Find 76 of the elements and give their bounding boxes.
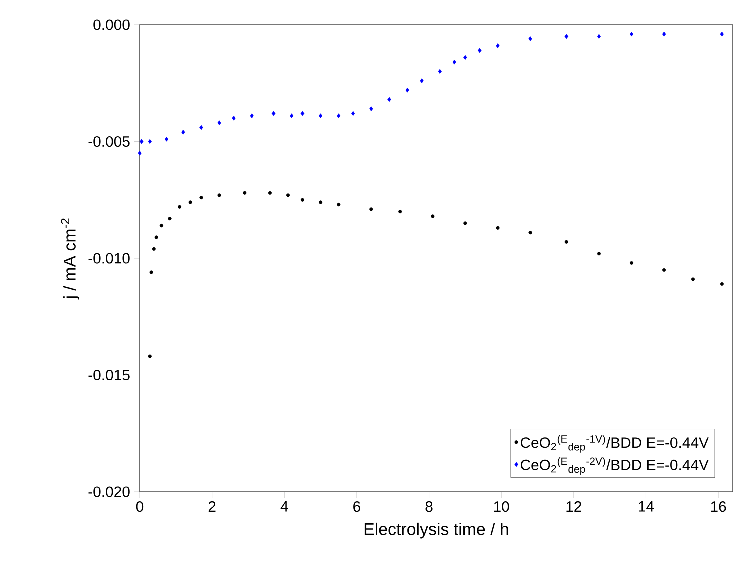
y-axis-title: j / mA cm$^{-2}$ [61,218,80,300]
point [564,34,569,40]
point [478,48,482,54]
point [218,120,222,126]
point [351,111,356,116]
point [290,114,294,118]
point [464,55,468,60]
point [243,191,247,195]
point [496,226,500,230]
point [337,114,341,118]
point [720,32,724,37]
point [398,210,402,214]
point [140,139,144,144]
x-axis-title: Electrolysis time / h [364,522,508,539]
point [464,222,468,226]
point [148,354,152,358]
point [218,194,222,198]
point [691,278,696,282]
point [630,261,634,265]
point [662,32,666,37]
x-tick-label: 8 [426,502,433,512]
point [300,111,305,116]
point [300,198,305,202]
y-tick-label: -0.005 [88,136,130,148]
x-tick-label: 4 [280,502,288,512]
point [528,36,532,42]
point [200,196,204,200]
point [662,268,666,272]
point [178,205,182,209]
point [318,200,323,204]
point [152,247,156,251]
y-tick-label: -0.020 [88,486,130,498]
point [406,88,410,93]
point [388,97,392,102]
legend-label: CeO$_{2}$(Edep$^{-2V)}$/BDD E=-0.44V [520,458,709,476]
point [164,137,169,142]
point [720,282,724,286]
point [232,116,236,121]
point [496,44,500,48]
x-tick-label: 12 [566,502,582,512]
y-tick-label: -0.015 [88,370,130,381]
y-tick-label: -0.010 [88,253,130,264]
point [337,202,341,207]
point [452,60,456,65]
point [564,240,568,244]
point [630,32,634,37]
point [597,34,602,40]
point [168,217,172,221]
point [148,139,152,144]
point [318,114,323,118]
point [250,114,254,118]
point [150,270,154,274]
point [286,194,290,198]
point [370,208,374,212]
x-tick-label: 14 [639,502,654,512]
point [200,125,204,130]
x-tick-label: 10 [494,502,510,512]
point [370,106,374,112]
point [528,231,532,235]
point [272,111,276,116]
y-tick-label: 0.000 [94,20,130,30]
point [138,151,142,156]
point [188,200,192,204]
point [438,69,442,74]
point [182,130,186,135]
x-tick-label: 16 [711,502,726,512]
point [154,236,158,240]
legend-label: CeO$_{2}$(Edep$^{-1V)}$/BDD E=-0.44V [520,435,709,453]
point [420,78,424,84]
x-tick-label: 6 [354,502,360,512]
point [431,214,435,218]
point [160,224,164,228]
point [268,191,272,195]
x-tick-label: 0 [136,502,144,512]
point [597,252,602,256]
x-tick-label: 2 [208,502,216,512]
